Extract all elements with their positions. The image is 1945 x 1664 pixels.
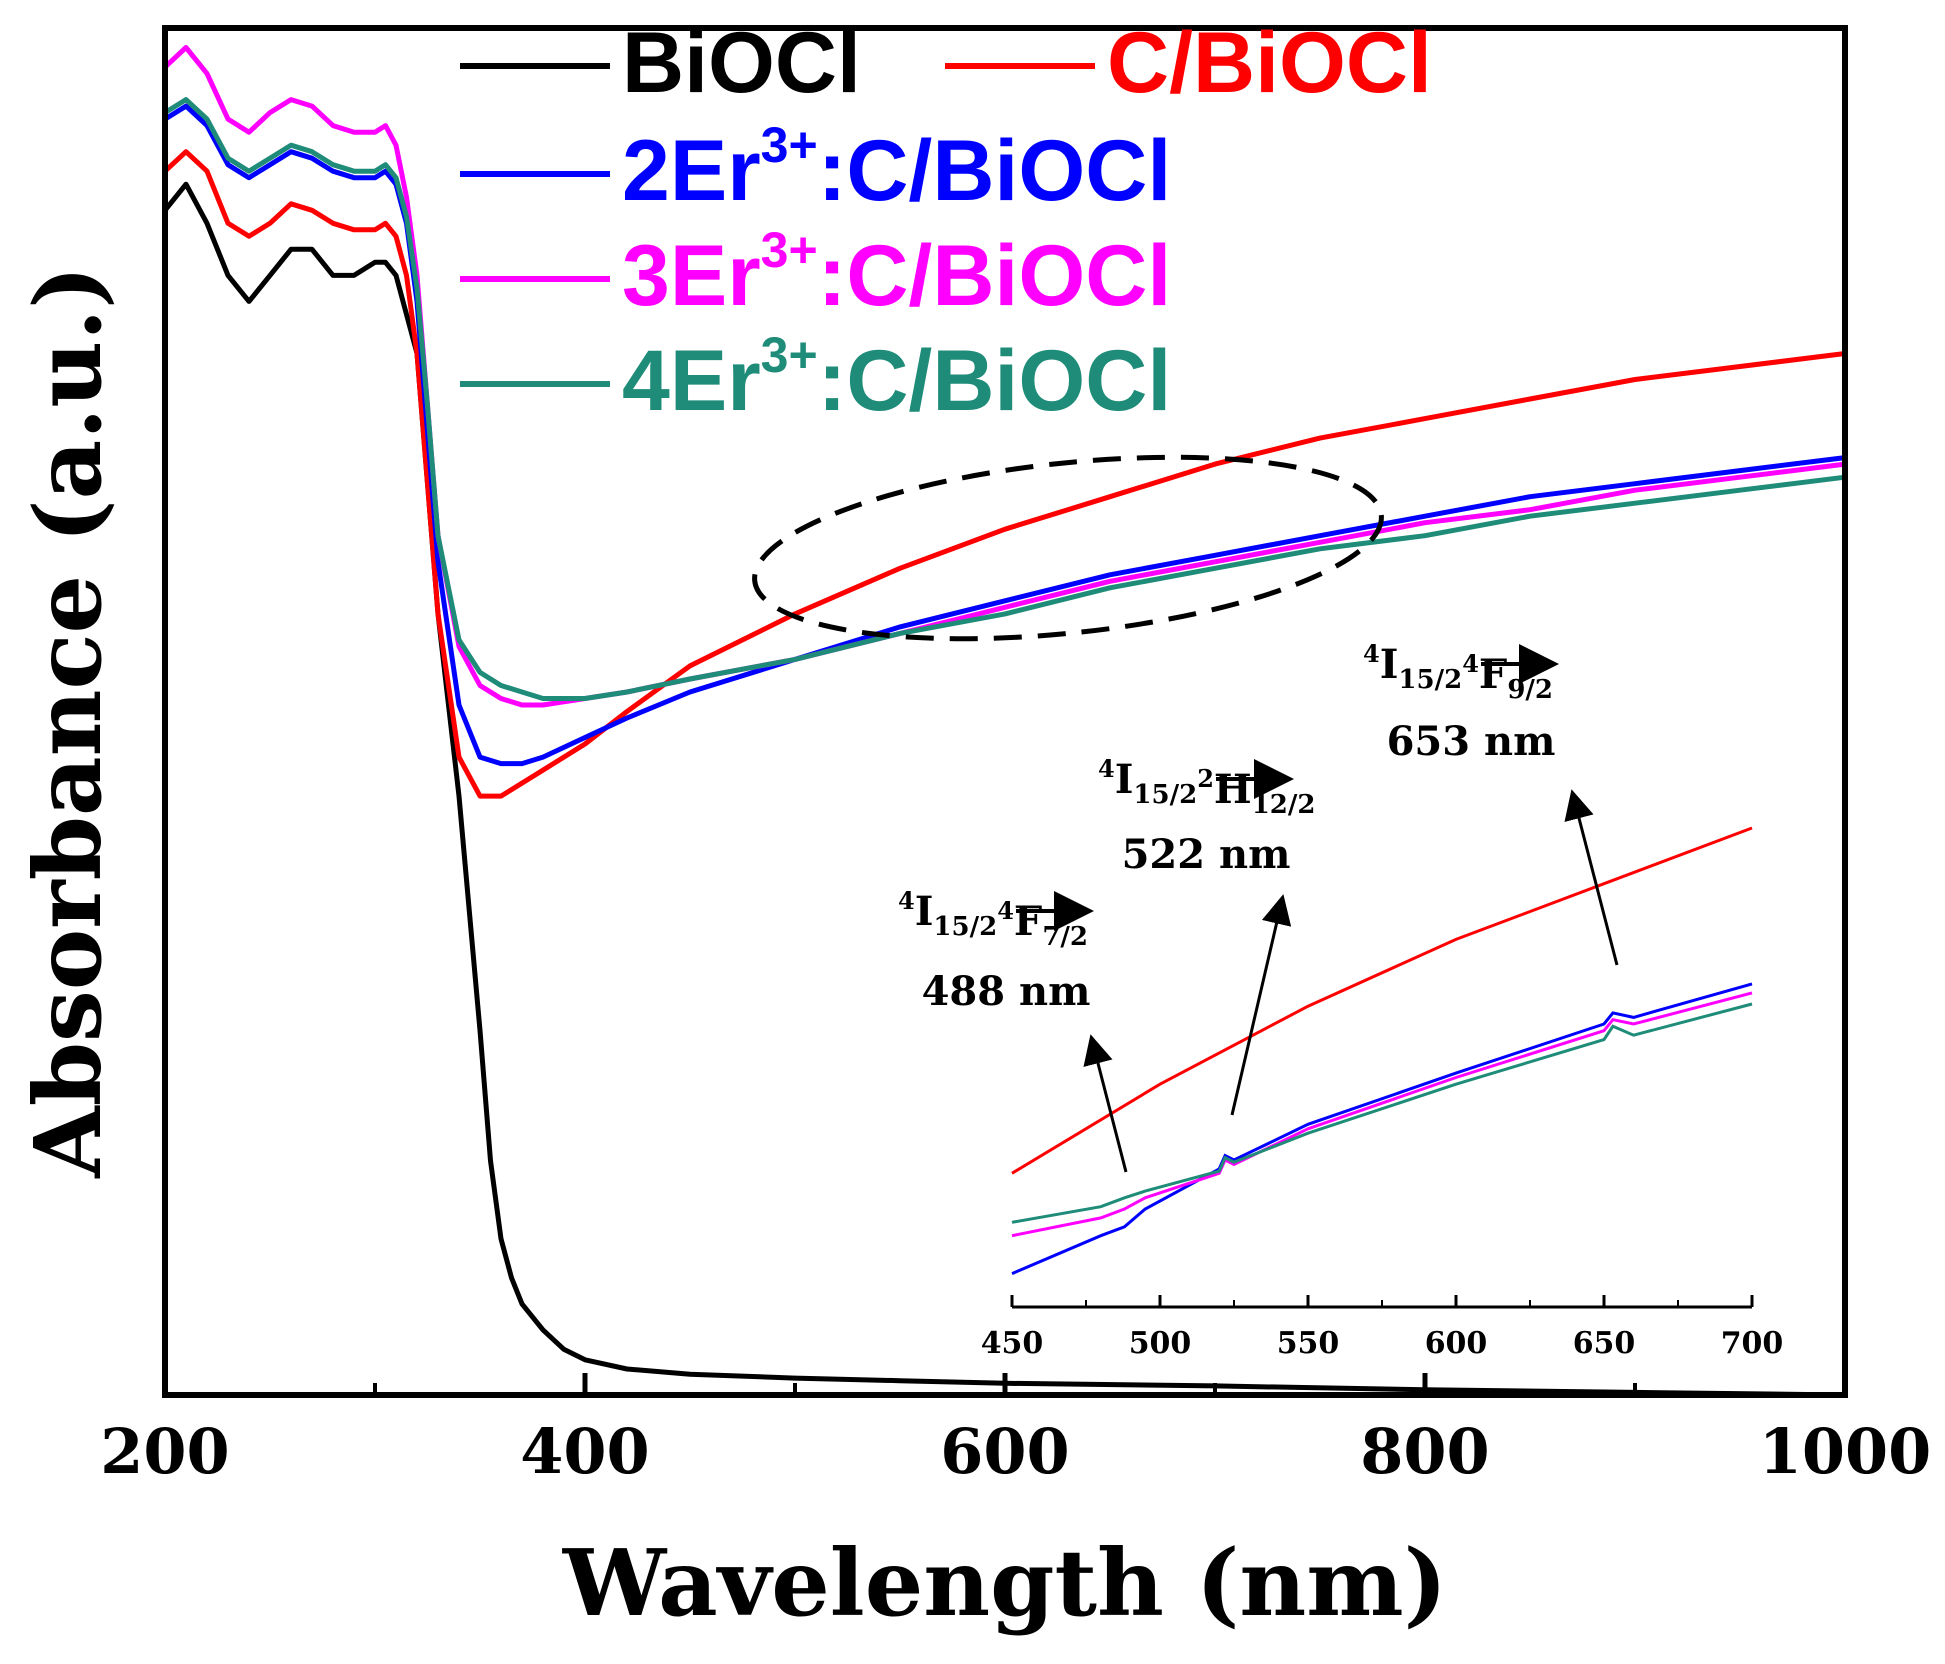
x-axis-title: Wavelength (nm)	[562, 1529, 1447, 1637]
x-tick-label: 600	[940, 1415, 1069, 1488]
legend-entry-biocl: BiOCl	[460, 15, 861, 111]
inset-background	[1008, 740, 1762, 1353]
legend-entry-4er3-c-biocl: 4Er3+:C/BiOCl	[460, 327, 1171, 429]
inset-x-tick-label: 700	[1721, 1326, 1784, 1361]
highlight-ellipse-layer	[752, 454, 1384, 642]
series-line-3er3-c-biocl	[163, 45, 1846, 708]
legend-label: BiOCl	[622, 15, 861, 111]
inset-x-tick-label: 550	[1277, 1326, 1340, 1361]
legend-entry-2er3-c-biocl: 2Er3+:C/BiOCl	[460, 117, 1171, 219]
series-line-biocl	[163, 181, 1846, 1398]
inset-x-tick-label: 600	[1425, 1326, 1488, 1361]
inset-x-tick-label: 500	[1129, 1326, 1192, 1361]
main-series-lines	[163, 45, 1846, 1398]
highlight-ellipse	[752, 454, 1384, 642]
legend-entry-3er3-c-biocl: 3Er3+:C/BiOCl	[460, 222, 1171, 324]
pointer-arrow	[1230, 894, 1292, 1116]
inset-series-line-4er3-c-biocl	[1011, 1002, 1753, 1224]
x-tick-label: 800	[1360, 1415, 1489, 1488]
series-line-4er3-c-biocl	[163, 97, 1846, 701]
inset-x-tick-label: 650	[1573, 1326, 1636, 1361]
legend-label: 3Er3+:C/BiOCl	[622, 222, 1171, 324]
pointer-arrow	[1083, 1034, 1128, 1173]
y-axis-title: Absorbance (a.u.)	[14, 265, 122, 1178]
x-tick-label: 400	[520, 1415, 649, 1488]
inset-x-tick-label: 450	[981, 1326, 1044, 1361]
inset-series-line-c-biocl	[1011, 826, 1753, 1175]
main-axes: 200 400 600 800 1000	[100, 25, 1932, 1488]
wavelength-label: 488 nm	[922, 968, 1091, 1015]
wavelength-label: 522 nm	[1122, 831, 1291, 878]
inset-series-line-3er3-c-biocl	[1011, 991, 1753, 1238]
legend-entry-c-biocl: C/BiOCl	[945, 15, 1432, 111]
transition-annotation-488: 4I15/24F7/2 488 nm	[898, 886, 1128, 1173]
legend-label: 4Er3+:C/BiOCl	[622, 327, 1171, 429]
legend: BiOCl C/BiOCl2Er3+:C/BiOCl3Er3+:C/BiOCl4E…	[460, 15, 1432, 429]
inset-series-line-2er3-c-biocl	[1011, 982, 1753, 1275]
wavelength-label: 653 nm	[1387, 718, 1556, 765]
legend-label: 2Er3+:C/BiOCl	[622, 117, 1171, 219]
x-tick-label: 1000	[1759, 1415, 1932, 1488]
transition-label: 4I15/24F7/2	[898, 886, 1088, 952]
x-tick-label: 200	[100, 1415, 229, 1488]
series-line-2er3-c-biocl	[163, 103, 1846, 767]
legend-label: C/BiOCl	[1107, 15, 1432, 111]
transition-annotation-653: 4I15/24F9/2 653 nm	[1363, 639, 1619, 966]
pointer-arrow	[1564, 789, 1619, 966]
transition-label: 4I15/24F9/2	[1363, 639, 1553, 705]
